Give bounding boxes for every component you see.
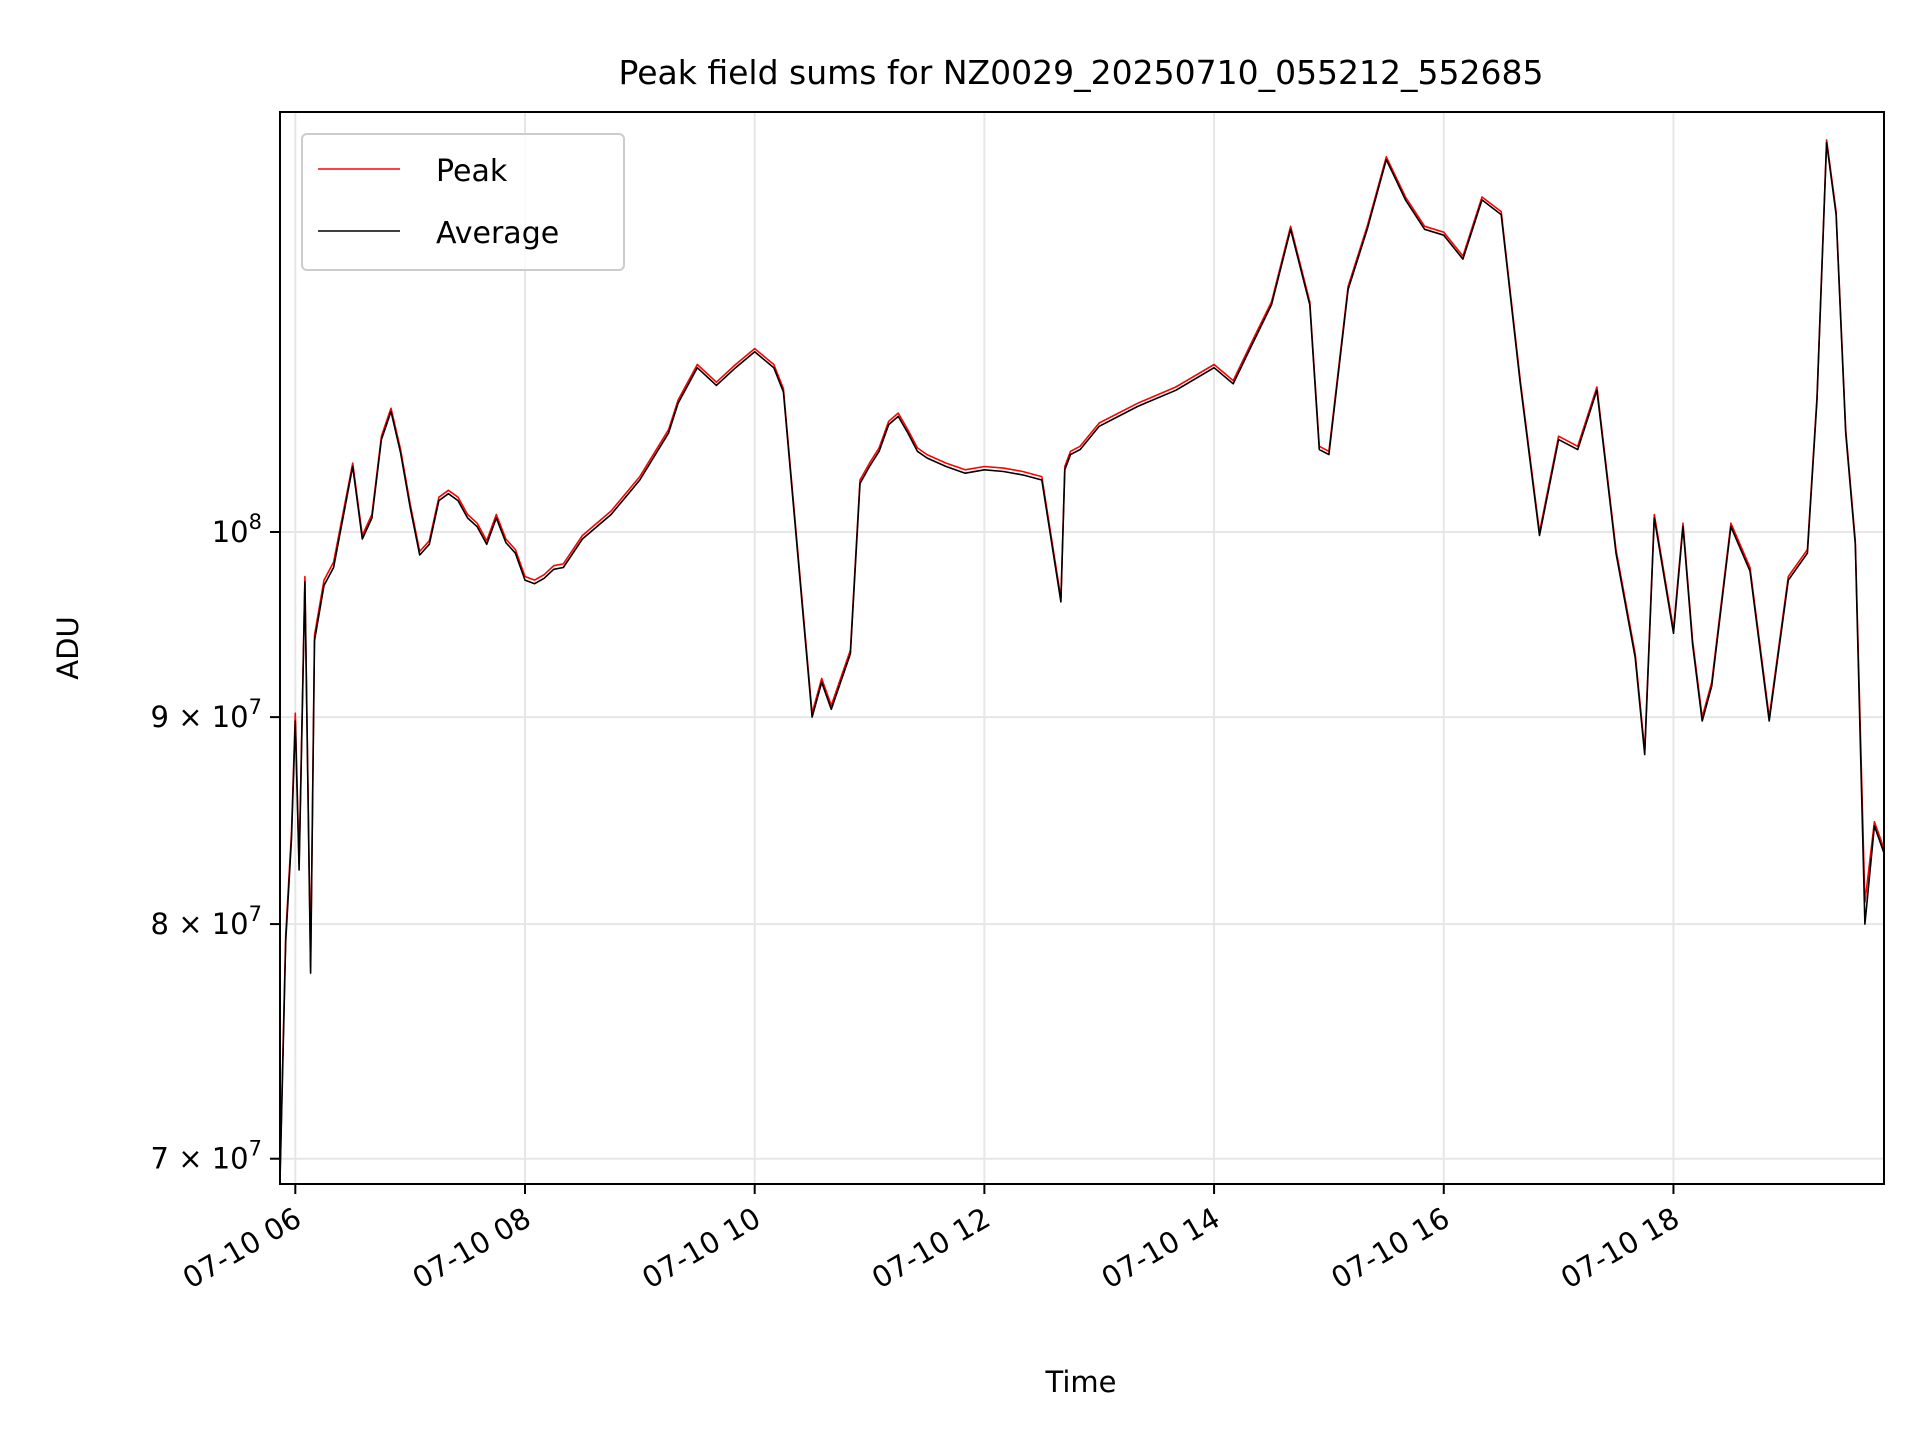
y-tick-label: 108 [212, 510, 262, 549]
legend-peak-label: Peak [436, 154, 508, 189]
y-tick-label: 7 × 107 [151, 1137, 262, 1176]
legend-average-label: Average [436, 216, 559, 251]
y-tick-label: 8 × 107 [151, 902, 262, 941]
legend-box [301, 133, 625, 271]
grid [280, 112, 1884, 1184]
y-tick-label: 9 × 107 [151, 695, 262, 734]
series-lines [279, 139, 1885, 1182]
legend: Peak Average [301, 133, 625, 271]
plot-frame [279, 111, 1885, 1185]
x-axis-label: Time [1045, 1365, 1117, 1399]
chart-title: Peak field sums for NZ0029_20250710_0552… [618, 53, 1543, 92]
y-axis-label: ADU [51, 616, 85, 679]
series-line-average [279, 141, 1885, 1182]
